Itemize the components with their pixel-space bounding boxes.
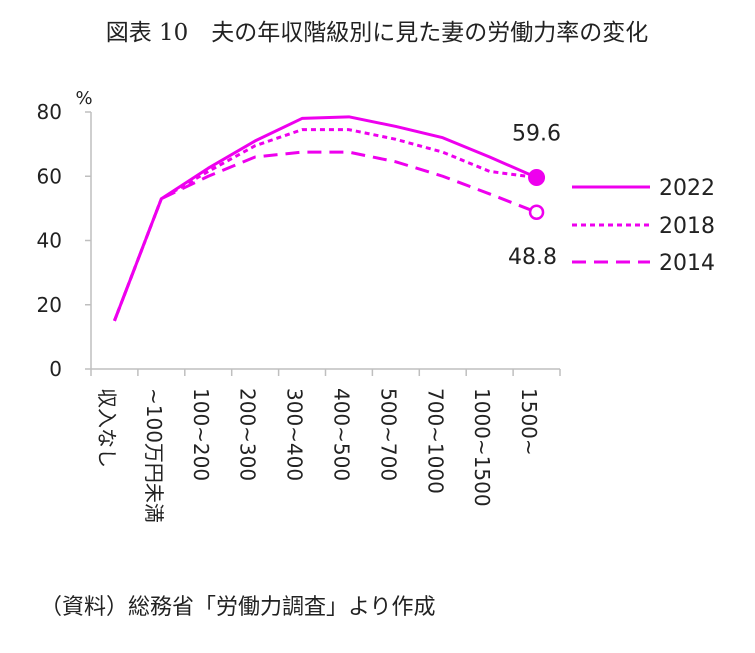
x-tick-label: 300~400 (283, 388, 307, 481)
y-tick-labels: 0 20 40 60 80 (37, 100, 62, 381)
x-tick-label: 400~500 (329, 388, 353, 481)
x-tick-label: 200~300 (236, 388, 260, 481)
y-tick-label: 20 (37, 293, 62, 317)
axes (85, 111, 561, 376)
x-tick-label: 100~200 (189, 388, 213, 481)
y-tick-label: 60 (37, 164, 62, 188)
data-label-2022: 59.6 (512, 122, 561, 147)
series-line-2022 (113, 115, 538, 322)
x-tick-label: 500~700 (376, 388, 400, 481)
y-axis-unit: % (75, 88, 92, 109)
legend: 2022 2018 2014 (572, 176, 715, 276)
legend-label-2022: 2022 (659, 176, 715, 201)
series-lines (113, 115, 538, 322)
x-tick-label: 1500~ (517, 388, 541, 456)
legend-label-2018: 2018 (659, 214, 715, 239)
series-line-2018 (113, 128, 537, 322)
data-label-2014: 48.8 (508, 245, 557, 270)
marker-2014 (528, 204, 545, 220)
x-tick-label: 1000~1500 (470, 388, 494, 507)
x-tick-label: ~100万円未満 (142, 388, 166, 523)
x-tick-labels: 収入なし ~100万円未満 100~200 200~300 300~400 400~500… (95, 388, 541, 523)
chart-title: 図表 10 夫の年収階級別に見た妻の労働力率の変化 (106, 20, 649, 46)
x-tick-label: 700~1000 (423, 388, 447, 494)
series-line-2014 (113, 150, 538, 322)
y-tick-label: 0 (49, 357, 62, 381)
marker-2022 (528, 169, 546, 187)
y-tick-label: 80 (37, 100, 62, 124)
source-note: （資料）総務省「労働力調査」より作成 (40, 595, 436, 620)
y-tick-label: 40 (37, 229, 62, 253)
legend-label-2014: 2014 (659, 251, 715, 276)
x-tick-label: 収入なし (95, 388, 119, 468)
markers: 59.6 48.8 (508, 122, 561, 271)
